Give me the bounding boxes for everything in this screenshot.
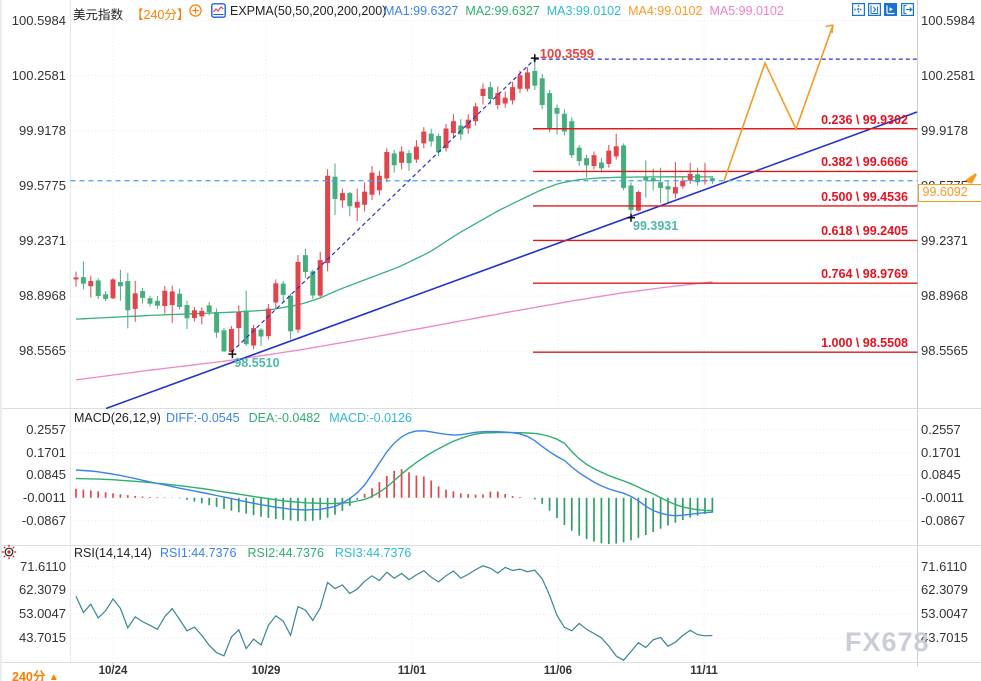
trendline-layer	[105, 58, 918, 410]
watermark: FX678	[845, 627, 930, 657]
macd-tick-left: 0.2557	[26, 422, 66, 438]
macd-tick-left: 0.0845	[26, 467, 66, 483]
anchor-markers	[228, 54, 635, 359]
ma-value-label: MA4:99.0102	[628, 4, 703, 18]
rsi-tick-right: 71.6110	[921, 558, 968, 574]
fib-level-label: 0.618 \ 99.2405	[821, 224, 908, 239]
exit-right-icon[interactable]	[900, 3, 914, 16]
fibonacci-layer	[533, 128, 918, 353]
ma-value-label: MA3:99.0102	[546, 4, 622, 18]
fib-level-label: 0.764 \ 98.9769	[821, 267, 908, 282]
macd-values-row: DIFF:-0.0545 DEA:-0.0482 MACD:-0.0126	[166, 411, 421, 425]
swing-high-label: 100.3599	[539, 46, 595, 62]
period-selector[interactable]: 240分 ▲	[12, 666, 59, 681]
swing-low-label: 98.5510	[234, 356, 280, 371]
macd-tick-right: 0.0845	[921, 467, 961, 483]
ma-value-label: MA1:99.6327	[384, 4, 459, 18]
auto-scale-icon[interactable]	[884, 3, 898, 16]
candle-chart-icon[interactable]	[211, 3, 226, 18]
rsi-tick-left: 53.0047	[19, 606, 66, 622]
indicator-title[interactable]: EXPMA(50,50,200,200,200)	[230, 4, 387, 18]
price-tick-left: 99.9178	[19, 122, 66, 138]
price-tick-right: 100.2581	[921, 67, 976, 83]
rsi-settings-sun-icon[interactable]	[1, 544, 17, 560]
fib-level-label: 0.236 \ 99.9302	[821, 112, 908, 127]
grid-layer	[0, 0, 918, 681]
rsi-tick-right: 53.0047	[921, 606, 968, 622]
price-tick-right: 98.5565	[921, 343, 968, 359]
ma-value-label: MA5:99.0102	[709, 4, 784, 18]
zoom-axis-icon[interactable]	[868, 3, 882, 16]
expma-lines	[75, 176, 713, 381]
macd-value-label: DIFF:-0.0545	[166, 411, 240, 425]
rsi-value-label: RSI1:44.7376	[160, 546, 237, 560]
x-axis-date: 11/11	[690, 665, 718, 677]
price-tick-left: 99.2371	[19, 233, 66, 249]
circle-plus-icon[interactable]	[189, 4, 202, 17]
macd-layer	[75, 430, 714, 545]
rsi-title[interactable]: RSI(14,14,14)	[74, 546, 152, 560]
fib-level-label: 0.500 \ 99.4536	[821, 189, 908, 204]
projection-arrow	[723, 24, 977, 184]
ma-values-row: MA1:99.6327 MA2:99.6327 MA3:99.0102 MA4:99.…	[384, 4, 791, 18]
macd-tick-left: -0.0011	[22, 490, 66, 506]
rsi-tick-right: 62.3079	[921, 582, 968, 598]
period-up-arrow-icon: ▲	[48, 672, 59, 681]
current-price-badge: 99.6092	[917, 184, 981, 202]
macd-tick-right: -0.0867	[921, 512, 966, 528]
price-tick-left: 100.2581	[11, 67, 66, 83]
rsi-tick-left: 62.3079	[19, 582, 66, 598]
macd-tick-left: -0.0867	[21, 512, 66, 528]
period-tag[interactable]: 【240分】	[131, 8, 190, 22]
macd-tick-right: -0.0011	[921, 490, 965, 506]
rsi-tick-right: 43.7015	[921, 630, 968, 646]
period-selector-label: 240分	[12, 670, 46, 681]
x-axis-date: 10/29	[251, 665, 281, 677]
price-tick-right: 99.2371	[921, 233, 968, 249]
price-tick-right: 99.9178	[921, 122, 968, 138]
macd-tick-left: 0.1701	[26, 444, 66, 460]
panel-dividers	[2, 408, 981, 667]
rsi-value-label: RSI3:44.7376	[334, 546, 412, 560]
macd-title[interactable]: MACD(26,12,9)	[74, 411, 161, 425]
price-tick-right: 100.5984	[921, 12, 976, 28]
macd-tick-right: 0.1701	[921, 444, 961, 460]
rsi-values-row: RSI1:44.7376 RSI2:44.7376 RSI3:44.7376	[160, 546, 422, 560]
rsi-value-label: RSI2:44.7376	[247, 546, 324, 560]
fib-level-label: 0.382 \ 99.6666	[821, 155, 908, 170]
pan-icon[interactable]	[852, 3, 865, 16]
rsi-tick-left: 43.7015	[19, 630, 66, 646]
macd-tick-right: 0.2557	[921, 422, 961, 438]
x-axis-date: 10/24	[98, 665, 128, 677]
candles-layer	[73, 59, 715, 353]
macd-value-label: DEA:-0.0482	[248, 411, 321, 425]
ma-value-label: MA2:99.6327	[465, 4, 540, 18]
price-tick-left: 98.8968	[19, 288, 66, 304]
rsi-tick-left: 71.6110	[19, 558, 66, 574]
symbol-title: 美元指数	[73, 8, 124, 22]
second-low-label: 99.3931	[633, 218, 679, 233]
price-tick-left: 99.5775	[19, 177, 66, 193]
fib-level-label: 1.000 \ 98.5508	[821, 336, 908, 351]
price-tick-right: 98.8968	[921, 288, 968, 304]
rsi-layer	[75, 565, 713, 661]
price-tick-left: 98.5565	[19, 343, 66, 359]
price-tick-left: 100.5984	[11, 12, 66, 28]
macd-value-label: MACD:-0.0126	[329, 411, 412, 425]
x-axis-date: 11/06	[543, 665, 573, 677]
x-axis-date: 11/01	[397, 665, 427, 677]
